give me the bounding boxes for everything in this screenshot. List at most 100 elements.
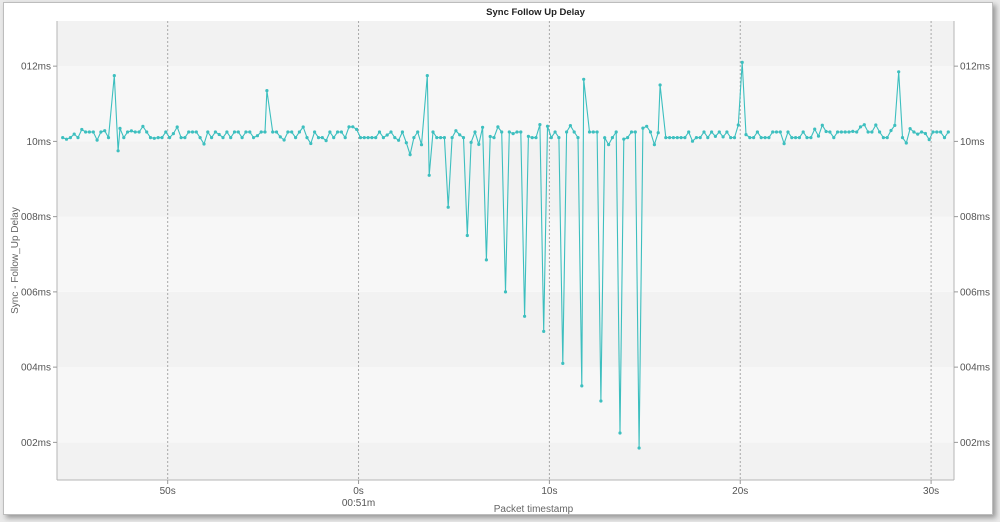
data-point bbox=[385, 133, 389, 137]
data-point bbox=[946, 130, 950, 134]
data-point bbox=[145, 130, 149, 134]
data-point bbox=[645, 124, 649, 128]
data-point bbox=[920, 130, 924, 134]
data-point bbox=[358, 136, 363, 140]
data-point bbox=[912, 130, 916, 134]
data-point bbox=[484, 258, 488, 262]
data-point bbox=[377, 130, 382, 134]
data-point bbox=[137, 130, 141, 134]
data-point bbox=[706, 136, 710, 140]
data-point bbox=[637, 446, 641, 450]
data-point bbox=[332, 136, 336, 140]
data-point bbox=[336, 130, 340, 134]
data-point bbox=[400, 130, 404, 134]
data-point bbox=[580, 384, 584, 388]
data-point bbox=[496, 125, 500, 129]
data-point bbox=[213, 130, 217, 134]
data-point bbox=[897, 70, 901, 74]
plot-band bbox=[57, 442, 954, 480]
data-point bbox=[824, 129, 828, 134]
data-point bbox=[488, 134, 492, 139]
data-point bbox=[404, 141, 408, 145]
data-point bbox=[210, 136, 214, 140]
plot-band bbox=[57, 291, 954, 368]
data-point bbox=[164, 130, 168, 134]
data-point bbox=[507, 130, 511, 134]
data-point bbox=[450, 136, 454, 140]
data-point bbox=[282, 138, 286, 142]
data-point bbox=[698, 136, 702, 140]
x-tick-label: 0s bbox=[353, 486, 364, 497]
data-point bbox=[255, 134, 259, 138]
data-point bbox=[794, 136, 798, 140]
data-point bbox=[836, 130, 840, 134]
y-axis-title: Sync - Follow_Up Delay bbox=[10, 207, 21, 314]
y-tick-label-right: 012ms bbox=[960, 62, 990, 73]
chart-title: Sync Follow Up Delay bbox=[486, 7, 585, 18]
data-point bbox=[106, 136, 111, 140]
data-point bbox=[582, 77, 586, 81]
data-point bbox=[878, 130, 882, 134]
data-point bbox=[458, 133, 462, 137]
data-point bbox=[274, 130, 279, 134]
data-point bbox=[889, 128, 893, 133]
data-point bbox=[427, 173, 431, 177]
data-point bbox=[122, 136, 126, 140]
data-point bbox=[492, 136, 496, 140]
data-point bbox=[271, 130, 275, 134]
data-point bbox=[103, 129, 107, 133]
data-point bbox=[263, 130, 267, 134]
data-point bbox=[313, 130, 317, 134]
data-point bbox=[790, 136, 794, 140]
data-point bbox=[519, 130, 523, 134]
data-point bbox=[240, 136, 244, 140]
data-point bbox=[771, 130, 775, 134]
data-point bbox=[744, 133, 748, 137]
data-point bbox=[416, 130, 420, 134]
data-point bbox=[866, 130, 870, 134]
data-point bbox=[893, 123, 897, 127]
data-point bbox=[232, 130, 237, 134]
data-point bbox=[503, 290, 508, 294]
plot-band bbox=[57, 141, 954, 217]
data-point bbox=[339, 130, 343, 134]
data-point bbox=[862, 123, 866, 127]
data-point bbox=[179, 136, 183, 140]
data-point bbox=[832, 136, 836, 140]
data-point bbox=[248, 130, 252, 134]
data-point bbox=[225, 130, 229, 134]
data-point bbox=[530, 136, 534, 140]
x-tick-label: 50s bbox=[160, 486, 176, 497]
data-point bbox=[702, 130, 706, 134]
data-point bbox=[671, 136, 676, 140]
data-point bbox=[607, 143, 611, 147]
data-point bbox=[439, 136, 443, 140]
x-tick-label: 20s bbox=[732, 486, 748, 497]
plot-band bbox=[57, 66, 954, 142]
data-point bbox=[549, 136, 553, 140]
data-point bbox=[809, 136, 813, 140]
data-point bbox=[481, 125, 485, 129]
data-point bbox=[473, 130, 477, 134]
data-point bbox=[316, 136, 321, 140]
data-point bbox=[366, 136, 370, 140]
data-point bbox=[725, 130, 729, 134]
data-point bbox=[118, 126, 122, 130]
data-point bbox=[290, 130, 294, 134]
data-point bbox=[870, 130, 874, 134]
data-point bbox=[923, 131, 928, 136]
x-axis-title: Packet timestamp bbox=[494, 504, 574, 515]
data-point bbox=[904, 141, 908, 145]
data-point bbox=[297, 130, 301, 134]
data-point bbox=[820, 123, 824, 127]
data-point bbox=[328, 130, 332, 134]
data-point bbox=[942, 136, 947, 140]
data-point bbox=[774, 130, 779, 134]
data-point bbox=[116, 149, 120, 153]
plot-band bbox=[57, 367, 954, 443]
data-point bbox=[763, 136, 767, 140]
data-point bbox=[658, 83, 662, 87]
data-point bbox=[908, 127, 912, 131]
data-point bbox=[76, 136, 80, 140]
